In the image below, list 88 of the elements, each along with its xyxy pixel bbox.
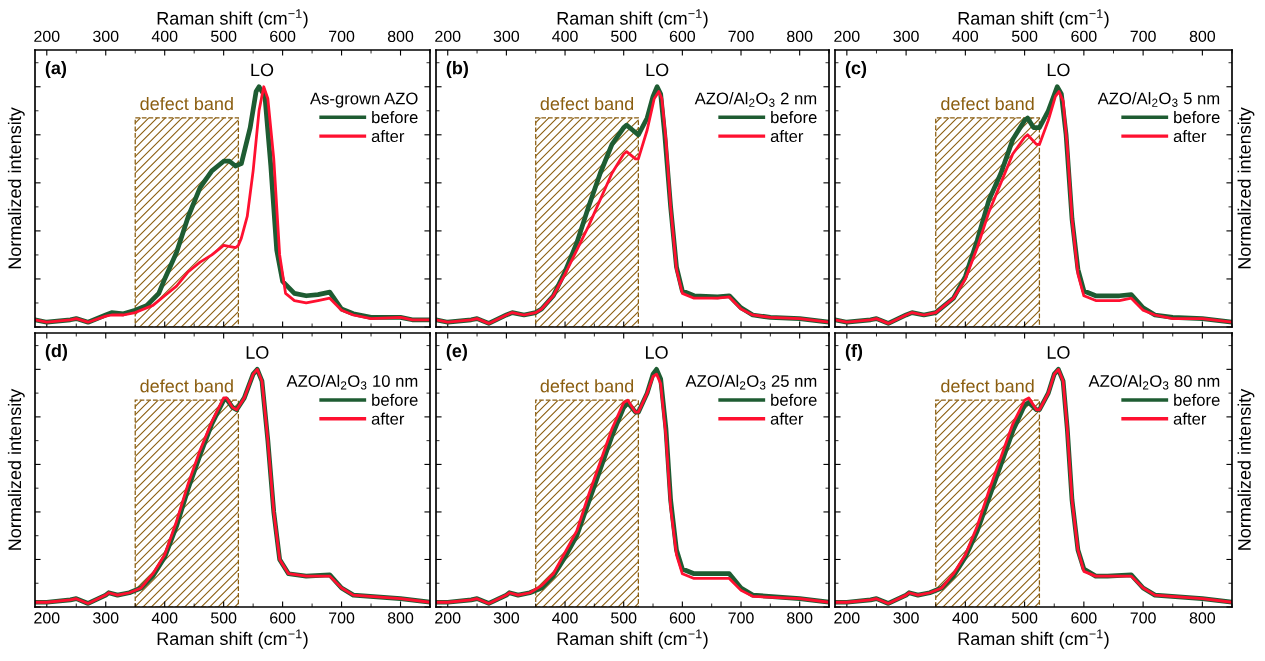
legend-label: before [1174, 393, 1220, 406]
x-axis-title: Raman shift (cm$^{−1}$) [157, 9, 308, 29]
x-tick-label: 200 [435, 30, 461, 42]
annotation: LO [1047, 346, 1070, 359]
text: (a) [45, 61, 67, 78]
legend-label: after [1173, 129, 1207, 143]
x-tick-label: 600 [669, 612, 696, 624]
x-tick-label: 700 [1130, 30, 1156, 42]
band-label: defect band [140, 96, 233, 111]
x-axis-title: Raman shift (cm$^{−1}$) [958, 629, 1109, 649]
x-tick-label: 500 [1011, 612, 1038, 624]
annotation: LO [251, 63, 274, 77]
x-tick-label: 300 [93, 30, 119, 42]
x-tick-label: 200 [34, 612, 60, 624]
x-axis-title: Raman shift (cm$^{−1}$) [958, 9, 1109, 29]
x-tick-label: 700 [728, 30, 754, 42]
x-tick-label: 400 [552, 30, 578, 42]
legend-title: AZO/Al$_{2}$O$_{3}$ 80 nm [1088, 374, 1220, 390]
x-tick-label: 800 [387, 612, 414, 624]
x-tick-label: 200 [834, 30, 860, 42]
legend-title: AZO/Al$_{2}$O$_{3}$ 10 nm [286, 374, 418, 390]
x-tick-label: 600 [270, 30, 296, 42]
band-label: defect band [140, 379, 233, 393]
legend-title: AZO/Al$_{2}$O$_{3}$ 25 nm [685, 374, 817, 390]
x-tick-label: 500 [210, 612, 237, 624]
legend-label: before [372, 111, 418, 124]
x-tick-label: 200 [435, 612, 461, 624]
x-tick-label: 600 [1071, 612, 1097, 624]
text: (f) [845, 343, 863, 361]
legend-label: before [771, 111, 817, 124]
x-tick-label: 300 [893, 30, 919, 42]
x-tick-label: 600 [1071, 30, 1097, 42]
text: (d) [45, 343, 68, 361]
x-tick-label: 800 [387, 30, 414, 42]
legend-title: As-grown AZO [310, 92, 418, 108]
legend-label: after [1173, 412, 1207, 425]
band-label: defect band [941, 379, 1034, 393]
legend-label: before [372, 393, 418, 406]
annotation: LO [246, 346, 269, 359]
x-tick-label: 700 [329, 30, 355, 42]
x-tick-label: 800 [1189, 612, 1216, 624]
legend-label: before [771, 393, 817, 406]
x-tick-label: 500 [611, 30, 637, 42]
x-tick-label: 400 [151, 612, 178, 624]
legend-title: AZO/Al$_{2}$O$_{3}$ 5 nm [1097, 92, 1220, 107]
legend-label: after [770, 412, 804, 425]
x-tick-label: 700 [1130, 612, 1156, 624]
x-tick-label: 500 [611, 612, 637, 624]
y-axis-title: Normalized intensity [1237, 107, 1255, 269]
x-tick-label: 700 [728, 612, 754, 624]
legend-label: before [1174, 111, 1220, 124]
x-tick-label: 800 [1189, 30, 1216, 42]
legend-label: after [371, 129, 405, 143]
annotation: LO [646, 63, 669, 77]
x-tick-label: 200 [34, 30, 60, 42]
y-axis-title: Normalized intensity [7, 107, 25, 269]
legend-label: after [770, 129, 804, 143]
x-tick-label: 700 [329, 612, 355, 624]
x-tick-label: 400 [952, 612, 979, 624]
band-label: defect band [540, 379, 634, 393]
annotation: LO [1047, 63, 1070, 77]
x-tick-label: 500 [1011, 30, 1038, 42]
x-tick-label: 400 [151, 30, 178, 42]
x-tick-label: 800 [787, 612, 813, 624]
text: (c) [845, 61, 867, 78]
x-tick-label: 400 [552, 612, 578, 624]
band-label: defect band [941, 96, 1034, 111]
x-tick-label: 500 [210, 30, 237, 42]
x-tick-label: 300 [493, 30, 520, 42]
x-tick-label: 800 [787, 30, 813, 42]
x-axis-title: Raman shift (cm$^{−1}$) [157, 629, 308, 649]
x-tick-label: 300 [893, 612, 919, 624]
x-axis-title: Raman shift (cm$^{−1}$) [557, 629, 708, 649]
x-tick-label: 300 [93, 612, 119, 624]
x-tick-label: 300 [493, 612, 520, 624]
x-tick-label: 600 [669, 30, 696, 42]
text: (b) [446, 61, 468, 78]
y-axis-title: Normalized intensity [7, 388, 25, 550]
y-axis-title: Normalized intensity [1237, 388, 1255, 550]
x-tick-label: 400 [952, 30, 979, 42]
band-label: defect band [540, 96, 634, 111]
x-tick-label: 200 [834, 612, 860, 624]
text: (e) [446, 343, 467, 361]
x-axis-title: Raman shift (cm$^{−1}$) [557, 9, 708, 29]
x-tick-label: 600 [270, 612, 296, 624]
legend-label: after [371, 412, 405, 425]
legend-title: AZO/Al$_{2}$O$_{3}$ 2 nm [694, 92, 817, 107]
annotation: LO [645, 346, 668, 359]
